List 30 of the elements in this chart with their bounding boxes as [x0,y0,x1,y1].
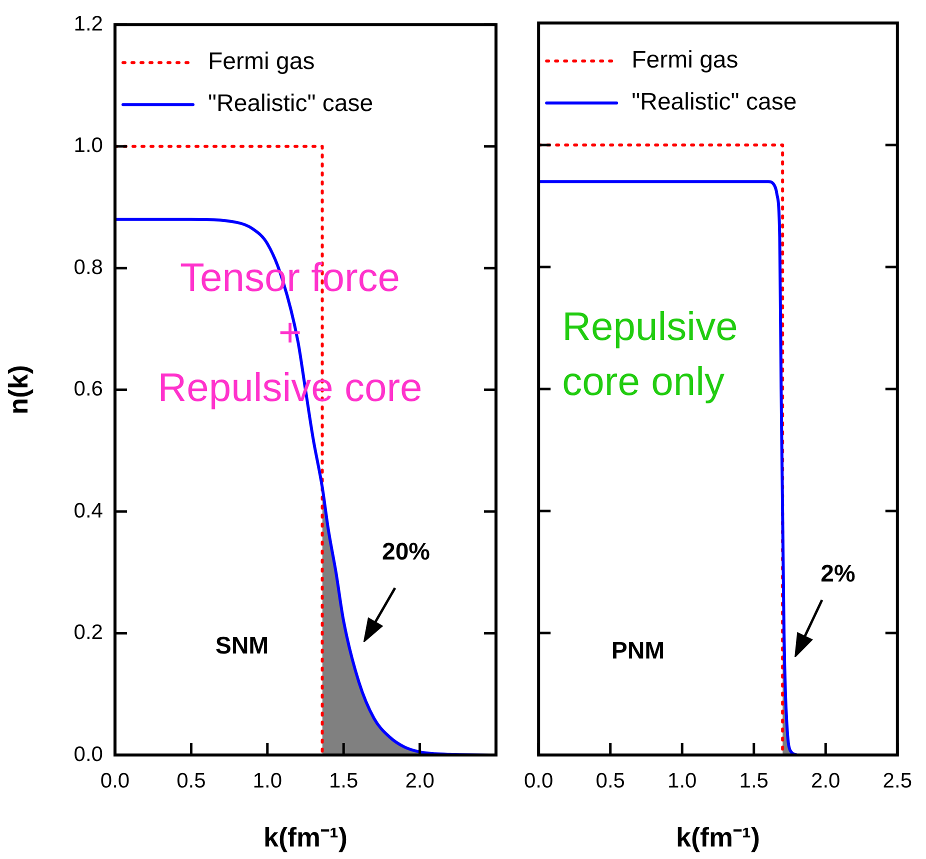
legend-label: "Realistic" case [632,88,797,116]
x-tick-label: 0.0 [100,769,130,792]
annotation: SNM [215,632,269,662]
x-axis-title: k(fm⁻¹) [676,822,760,852]
x-tick-label: 1.0 [668,769,697,792]
x-axis-title: k(fm⁻¹) [264,822,348,852]
y-tick-label: 0.2 [74,621,103,644]
annotation: 2% [820,560,856,590]
x-tick-label: 0.0 [524,769,554,792]
y-tick-label: 0.6 [74,378,103,401]
x-tick-label: 0.5 [176,769,206,792]
legend-label: Fermi gas [208,48,315,76]
y-axis-title: n(k) [4,365,34,415]
x-tick-label: 1.0 [252,769,282,792]
y-tick-label: 0.4 [74,499,104,522]
x-tick-label: 2.5 [882,769,912,792]
annotation: PNM [611,636,665,667]
y-tick-label: 0.8 [74,256,103,279]
x-tick-label: 2.0 [811,769,840,792]
x-tick-label: 0.5 [596,769,625,792]
x-tick-label: 1.5 [329,769,358,792]
annotation: Repulsive core only [562,304,738,406]
y-tick-label: 0.0 [74,742,103,766]
legend-label: "Realistic" case [208,90,374,118]
y-tick-label: 1.2 [74,12,103,36]
y-tick-label: 1.0 [74,134,103,158]
legend-label: Fermi gas [632,46,738,74]
x-tick-label: 2.0 [405,769,434,792]
annotation: 20% [382,538,430,568]
x-tick-label: 1.5 [739,769,768,792]
